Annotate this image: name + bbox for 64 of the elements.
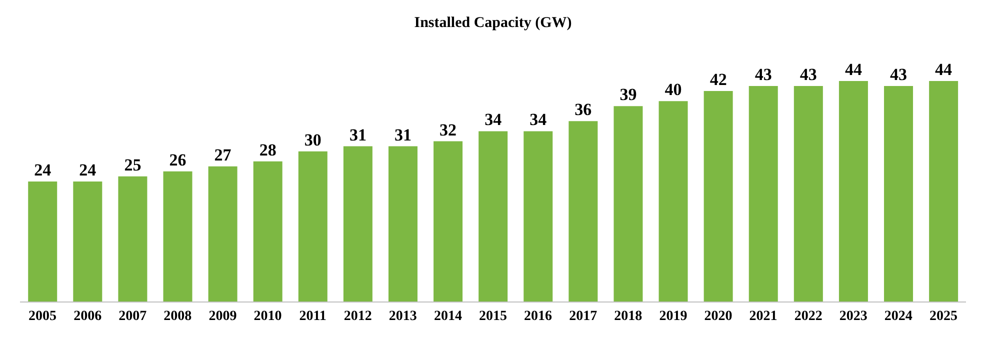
data-label: 34 bbox=[530, 110, 548, 130]
data-label: 31 bbox=[394, 125, 412, 144]
chart-title: Installed Capacity (GW) bbox=[413, 14, 573, 33]
data-label: 42 bbox=[710, 70, 727, 90]
bar bbox=[478, 131, 508, 302]
bar bbox=[163, 171, 192, 302]
data-label: 44 bbox=[844, 60, 862, 79]
data-label: 39 bbox=[620, 85, 637, 104]
data-label: 30 bbox=[304, 130, 322, 150]
x-tick-label: 2023 bbox=[839, 308, 868, 324]
data-label: 24 bbox=[34, 160, 52, 180]
bar bbox=[208, 166, 238, 302]
bar bbox=[658, 101, 688, 302]
data-label: 26 bbox=[169, 150, 186, 170]
data-label: 40 bbox=[664, 80, 682, 100]
x-tick-label: 2007 bbox=[118, 308, 147, 324]
data-label: 25 bbox=[124, 155, 142, 174]
bar bbox=[614, 106, 643, 302]
bar bbox=[704, 91, 733, 302]
data-label: 28 bbox=[259, 140, 276, 160]
data-label: 27 bbox=[214, 145, 232, 164]
data-label: 31 bbox=[349, 125, 366, 144]
x-tick-label: 2024 bbox=[884, 308, 912, 324]
x-tick-label: 2009 bbox=[208, 308, 237, 324]
x-tick-label: 2022 bbox=[794, 308, 822, 324]
data-label: 44 bbox=[935, 60, 953, 79]
x-tick-label: 2017 bbox=[569, 308, 598, 324]
data-label: 43 bbox=[890, 65, 908, 84]
x-tick-label: 2008 bbox=[164, 308, 192, 324]
bar bbox=[28, 181, 58, 302]
x-tick-label: 2020 bbox=[704, 308, 732, 324]
x-tick-label: 2005 bbox=[28, 308, 57, 324]
bar bbox=[343, 146, 372, 302]
x-tick-label: 2016 bbox=[524, 308, 552, 324]
x-tick-label: 2011 bbox=[299, 308, 326, 324]
data-label: 24 bbox=[79, 160, 97, 180]
bar bbox=[748, 86, 778, 302]
x-tick-label: 2010 bbox=[254, 308, 282, 324]
x-tick-label: 2006 bbox=[74, 308, 102, 324]
bar bbox=[794, 86, 823, 302]
bar bbox=[568, 121, 598, 302]
bar bbox=[884, 86, 914, 302]
data-label: 36 bbox=[574, 100, 592, 120]
bar bbox=[929, 81, 958, 302]
bar bbox=[388, 146, 418, 302]
x-tick-label: 2018 bbox=[614, 308, 642, 324]
bar bbox=[73, 181, 102, 302]
x-tick-label: 2014 bbox=[434, 308, 462, 324]
data-label: 32 bbox=[440, 120, 457, 140]
bar bbox=[434, 141, 463, 302]
data-label: 34 bbox=[484, 110, 502, 130]
bar bbox=[253, 161, 282, 302]
bar bbox=[524, 131, 553, 302]
x-tick-label: 2015 bbox=[479, 308, 507, 324]
data-label: 43 bbox=[754, 65, 772, 84]
x-tick-label: 2021 bbox=[749, 308, 778, 324]
bar bbox=[838, 81, 868, 302]
x-tick-label: 2012 bbox=[344, 308, 372, 324]
data-label: 43 bbox=[800, 65, 817, 84]
bar bbox=[118, 176, 148, 302]
x-tick-label: 2013 bbox=[388, 308, 417, 324]
x-tick-label: 2019 bbox=[659, 308, 688, 324]
bar bbox=[298, 151, 328, 302]
x-tick-label: 2025 bbox=[929, 308, 958, 324]
